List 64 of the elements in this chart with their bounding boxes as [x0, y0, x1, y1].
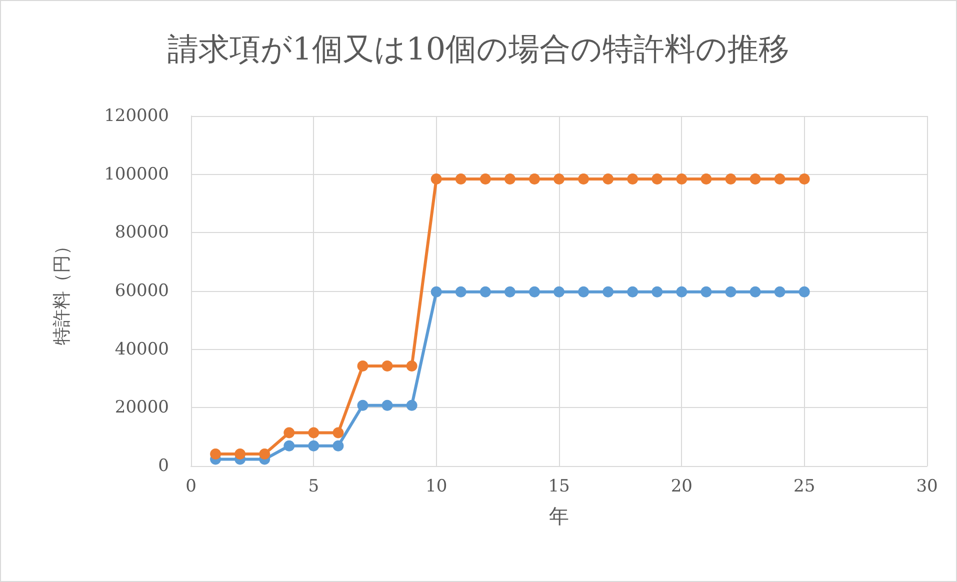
point: [627, 174, 638, 184]
point: [332, 427, 344, 438]
point: [455, 286, 466, 298]
point: [750, 286, 761, 298]
point: [798, 174, 810, 184]
point: [406, 400, 418, 411]
point: [284, 427, 295, 438]
point: [676, 286, 688, 298]
point: [357, 360, 368, 372]
point: [725, 286, 736, 298]
point: [528, 174, 540, 184]
point: [578, 286, 590, 298]
x-tick-label: 0: [186, 476, 196, 496]
x-axis-title: 年: [549, 504, 569, 528]
point: [554, 174, 564, 184]
point: [627, 286, 638, 298]
point: [259, 448, 270, 460]
point: [406, 360, 418, 372]
chart-title: 請求項が1個又は10個の場合の特許料の推移: [167, 32, 790, 68]
point: [455, 174, 466, 184]
x-tick-label: 5: [308, 476, 320, 496]
point: [602, 174, 614, 184]
y-tick-label: 80000: [114, 222, 169, 243]
x-tick-label: 25: [794, 476, 816, 496]
point: [774, 286, 786, 298]
point: [480, 174, 491, 184]
point: [430, 174, 442, 184]
point: [798, 286, 810, 298]
y-tick-label: 60000: [114, 281, 169, 301]
point: [234, 448, 246, 460]
point: [528, 286, 540, 298]
point: [602, 286, 614, 298]
point: [725, 174, 736, 184]
point: [504, 286, 516, 298]
point: [308, 427, 320, 438]
point: [578, 174, 590, 184]
y-tick-label: 0: [158, 456, 169, 476]
x-tick-label: 15: [548, 476, 570, 496]
x-tick-label: 30: [916, 476, 938, 496]
point: [750, 174, 761, 184]
point: [700, 286, 712, 298]
point: [676, 174, 688, 184]
point: [357, 400, 368, 411]
point: [382, 360, 393, 372]
point: [554, 286, 564, 298]
point: [504, 174, 516, 184]
point: [652, 174, 663, 184]
point: [700, 174, 712, 184]
y-tick-label: 120000: [104, 106, 169, 126]
point: [210, 448, 222, 460]
point: [652, 286, 663, 298]
x-tick-label: 10: [426, 476, 448, 496]
point: [284, 440, 295, 452]
point: [480, 286, 491, 298]
y-tick-label: 40000: [114, 339, 169, 360]
point: [774, 174, 786, 184]
point: [332, 440, 344, 452]
point: [308, 440, 320, 452]
x-tick-label: 20: [670, 476, 692, 496]
point: [430, 286, 442, 298]
y-axis-title: 特許料（円）: [52, 237, 72, 345]
point: [382, 400, 393, 411]
y-tick-label: 100000: [104, 164, 169, 184]
y-tick-label: 20000: [114, 398, 169, 418]
